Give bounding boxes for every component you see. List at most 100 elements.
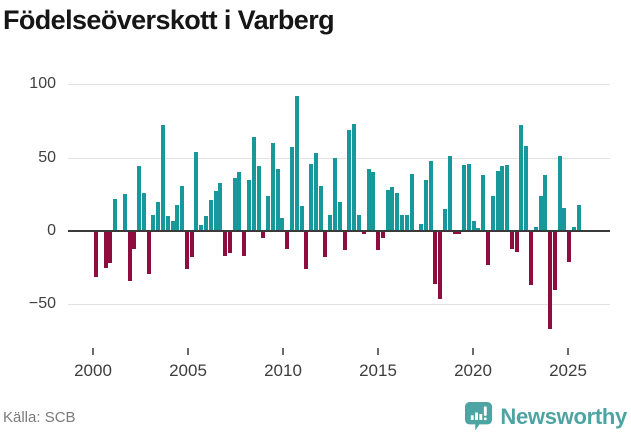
x-axis-tick <box>377 348 379 355</box>
bar-positive <box>290 147 294 231</box>
bar-positive <box>557 156 562 231</box>
bar-positive <box>423 179 428 231</box>
bar-positive <box>390 187 395 231</box>
bar-positive <box>151 214 156 231</box>
bar-positive <box>524 145 529 231</box>
bar-negative <box>452 231 457 234</box>
bar-positive <box>352 123 357 231</box>
bar-positive <box>366 169 371 231</box>
gridline <box>68 158 610 159</box>
bar-positive <box>481 175 486 231</box>
bar-negative <box>227 231 232 253</box>
bar-positive <box>137 166 141 231</box>
bar-positive <box>299 206 304 231</box>
bar-negative <box>189 231 194 258</box>
bar-positive <box>160 125 165 231</box>
bar-positive <box>533 226 538 231</box>
bar-positive <box>232 178 237 231</box>
bar-positive <box>270 142 275 231</box>
bar-positive <box>122 194 127 231</box>
bar-negative <box>548 231 553 330</box>
x-axis-label: 2015 <box>359 361 397 380</box>
y-axis-label: 0 <box>47 222 56 239</box>
bar-negative <box>304 231 309 270</box>
bar-negative <box>438 231 443 299</box>
bar-positive <box>576 204 581 231</box>
bar-positive <box>466 163 471 231</box>
y-axis-label: −50 <box>28 295 56 312</box>
bar-positive <box>313 153 318 231</box>
bar-positive <box>404 214 409 231</box>
bar-positive <box>237 172 242 231</box>
x-axis-label: 2010 <box>264 361 302 380</box>
bar-positive <box>572 226 576 231</box>
bar-positive <box>256 166 261 231</box>
x-axis-tick <box>187 348 189 355</box>
logo-exclamation-stem <box>484 406 488 416</box>
bar-positive <box>247 179 251 231</box>
newsworthy-brand: Newsworthy <box>465 401 627 432</box>
bar-positive <box>347 129 352 231</box>
bar-negative <box>323 231 328 258</box>
x-axis-label: 2000 <box>74 361 112 380</box>
x-axis-label: 2005 <box>169 361 207 380</box>
bar-positive <box>543 175 548 231</box>
logo-bar-2 <box>475 412 479 420</box>
bar-positive <box>175 204 180 231</box>
zero-axis-line <box>68 230 610 232</box>
gridline <box>68 84 610 85</box>
bar-negative <box>486 231 490 265</box>
bar-positive <box>275 169 280 231</box>
bar-negative <box>108 231 113 264</box>
bar-negative <box>361 231 366 234</box>
bar-positive <box>490 195 495 231</box>
bar-positive <box>385 189 390 231</box>
bar-positive <box>462 164 467 231</box>
bar-negative <box>184 231 189 270</box>
x-axis-label: 2020 <box>454 361 492 380</box>
bar-negative <box>567 231 572 262</box>
bar-negative <box>529 231 533 286</box>
x-axis-tick <box>92 348 94 355</box>
bar-negative <box>285 231 290 249</box>
logo-bar-1 <box>471 415 475 420</box>
bar-positive <box>371 172 376 231</box>
x-axis-tick <box>282 348 284 355</box>
bar-positive <box>399 214 404 231</box>
y-axis-label: 100 <box>29 75 56 92</box>
bar-positive <box>294 95 299 231</box>
bar-positive <box>141 192 146 231</box>
bar-negative <box>509 231 514 249</box>
bar-positive <box>442 209 447 231</box>
bar-negative <box>457 231 462 234</box>
x-axis-tick <box>472 348 474 355</box>
bar-positive <box>194 151 199 231</box>
bar-positive <box>180 185 184 231</box>
bar-positive <box>419 223 423 231</box>
bar-positive <box>266 195 271 231</box>
newsworthy-wordmark: Newsworthy <box>500 403 627 429</box>
bar-positive <box>447 156 452 231</box>
bar-positive <box>409 173 414 231</box>
logo-exclamation-dot <box>484 417 488 421</box>
bar-positive <box>309 163 314 231</box>
source-label: Källa: SCB <box>3 409 76 426</box>
bar-positive <box>505 164 510 231</box>
bar-positive <box>471 220 476 231</box>
x-axis-tick <box>567 348 569 355</box>
bar-negative <box>127 231 132 281</box>
bar-positive <box>280 217 285 231</box>
bar-positive <box>495 170 500 231</box>
bar-negative <box>242 231 247 256</box>
bar-negative <box>103 231 108 268</box>
bar-positive <box>213 191 218 231</box>
gridline <box>68 304 610 305</box>
bar-negative <box>261 231 266 239</box>
bar-negative <box>433 231 438 284</box>
bar-positive <box>538 195 543 231</box>
bar-negative <box>380 231 385 239</box>
newsworthy-logo-icon <box>465 402 493 431</box>
bar-positive <box>113 198 118 231</box>
logo-bar-3 <box>479 413 483 420</box>
bar-positive <box>199 225 204 231</box>
